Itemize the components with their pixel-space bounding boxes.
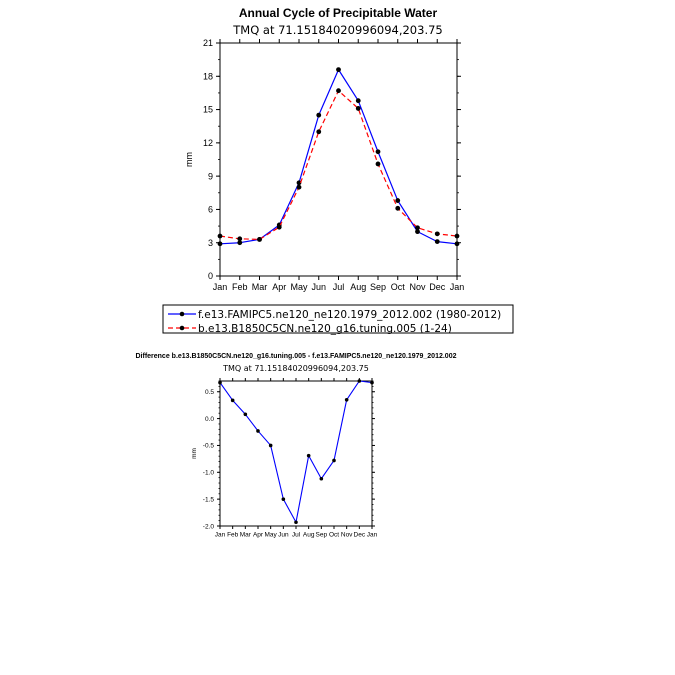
legend-entry-1: f.e13.FAMIPC5.ne120_ne120.1979_2012.002 … (198, 309, 501, 321)
series-1-marker (306, 453, 311, 458)
x-tick-label: Aug (350, 282, 366, 292)
x-tick-label: Apr (272, 282, 286, 292)
series-1-line (219, 69, 458, 245)
series-1-marker (296, 180, 302, 186)
x-tick-label: May (290, 282, 308, 292)
y-tick-label: 18 (203, 71, 213, 81)
legend-entry-2: b.e13.B1850C5CN.ne120_g16.tuning.005 (1-… (198, 323, 452, 335)
series-1-marker (218, 380, 222, 385)
x-tick-label: Jan (450, 282, 465, 292)
series-2-marker (336, 88, 341, 94)
y-tick-label: 0 (208, 271, 213, 281)
plot-frame (219, 42, 458, 277)
x-tick-label: Aug (303, 532, 315, 539)
chart-subtitle: TMQ at 71.15184020996094,203.75 (232, 23, 442, 37)
y-tick-label: 21 (203, 38, 213, 48)
series-2-marker (415, 225, 420, 231)
series-1-line (219, 380, 373, 523)
series-1-marker (344, 397, 349, 402)
x-tick-label: Dec (429, 282, 446, 292)
series-1-marker (355, 98, 361, 104)
series-1-marker (415, 229, 420, 235)
x-tick-label: Jun (278, 532, 289, 539)
series-1-marker (319, 476, 324, 481)
legend-marker-1 (179, 311, 185, 317)
x-tick-label: Feb (232, 282, 248, 292)
y-tick-label: -1.5 (203, 496, 215, 503)
y-axis-label: mm (184, 152, 194, 167)
x-tick-label: Oct (391, 282, 406, 292)
x-tick-label: Oct (329, 532, 339, 539)
series-1-marker (217, 241, 223, 247)
series-1-marker (294, 520, 298, 525)
series-1-marker (357, 379, 362, 383)
series-2-marker (434, 231, 440, 237)
x-tick-label: Dec (354, 532, 366, 539)
y-axis-label: mm (191, 448, 198, 459)
y-tick-label: 15 (203, 105, 213, 115)
x-tick-label: Nov (341, 532, 353, 539)
chart-title: Difference b.e13.B1850C5CN.ne120_g16.tun… (135, 353, 456, 360)
x-tick-label: Jan (215, 532, 226, 539)
series-1-marker (281, 497, 286, 501)
series-1-marker (268, 443, 273, 448)
series-2-line (219, 90, 458, 240)
series-1-marker (370, 380, 374, 385)
series-1-marker (454, 241, 460, 247)
x-tick-label: Feb (227, 532, 239, 539)
x-tick-label: Nov (409, 282, 426, 292)
series-2-marker (237, 236, 243, 242)
series-2-marker (454, 233, 460, 239)
series-1-marker (256, 429, 260, 433)
chart-title: Annual Cycle of Precipitable Water (239, 6, 438, 20)
series-1-marker (316, 112, 322, 118)
y-tick-label: 0.5 (205, 389, 214, 396)
x-tick-label: Jun (311, 282, 326, 292)
series-1-marker (375, 149, 381, 155)
series-2-marker (257, 236, 262, 242)
legend-marker-2 (179, 325, 185, 331)
series-1-marker (336, 67, 341, 73)
legend-box (162, 304, 514, 334)
y-tick-label: -0.5 (203, 443, 215, 450)
series-2-marker (395, 205, 401, 211)
x-tick-label: Mar (252, 282, 268, 292)
series-2-marker (355, 106, 361, 111)
series-1-marker (332, 458, 336, 463)
series-1-marker (395, 198, 401, 203)
series-2-marker (375, 161, 381, 167)
x-tick-label: Sep (316, 532, 328, 539)
series-2-marker (296, 184, 302, 190)
series-2-marker (217, 233, 223, 239)
y-tick-label: 6 (208, 205, 213, 215)
series-1-marker (434, 239, 440, 245)
series-1-marker (230, 398, 235, 403)
x-tick-label: Apr (253, 532, 264, 539)
x-tick-label: Jul (292, 532, 301, 539)
y-tick-label: 9 (208, 171, 213, 181)
x-tick-label: Jan (367, 532, 378, 539)
y-tick-label: -2.0 (203, 523, 215, 530)
x-tick-label: Mar (240, 532, 252, 539)
series-2-marker (316, 129, 322, 135)
y-tick-label: 3 (208, 238, 213, 248)
series-1-marker (237, 240, 243, 246)
series-1-marker (243, 412, 248, 417)
y-tick-label: 0.0 (205, 416, 214, 423)
x-tick-label: Jan (213, 282, 228, 292)
chart-subtitle: TMQ at 71.15184020996094,203.75 (222, 364, 369, 373)
y-tick-label: 12 (203, 138, 213, 148)
y-tick-label: -1.0 (203, 470, 215, 477)
x-tick-label: Jul (333, 282, 345, 292)
x-tick-label: Sep (370, 282, 386, 292)
plot-frame (219, 380, 373, 527)
x-tick-label: May (265, 532, 278, 539)
series-2-marker (276, 224, 282, 230)
